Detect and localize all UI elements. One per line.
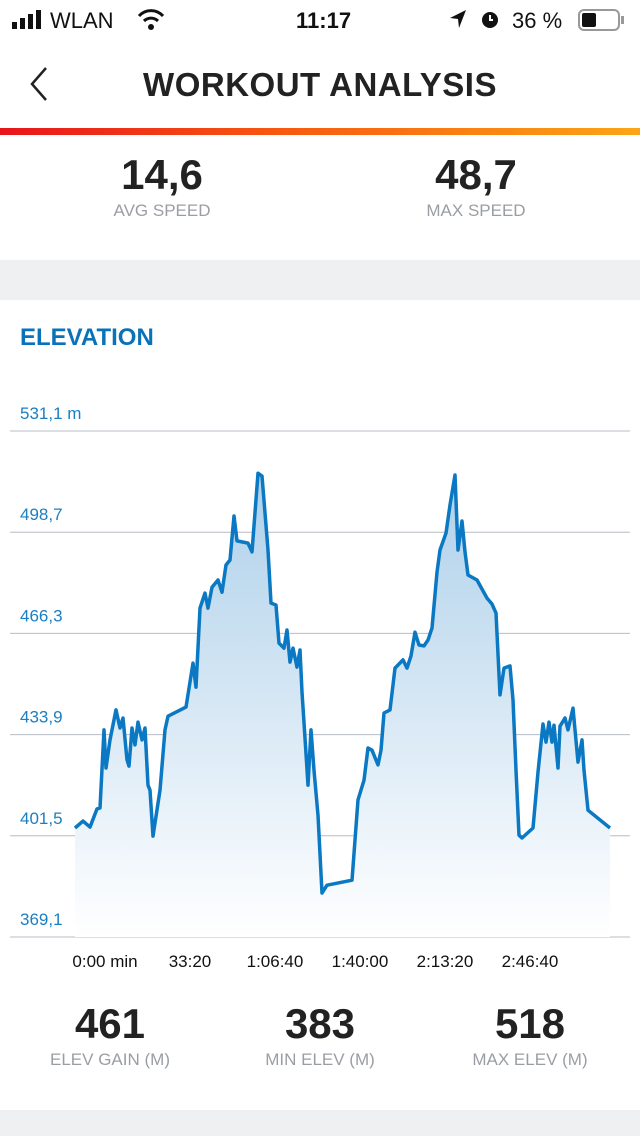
x-tick-label: 1:06:40 bbox=[247, 952, 304, 971]
elevation-card: ELEVATION 531,1 m 498,7 466,3 433,9 401,5 369… bbox=[0, 300, 640, 1110]
max-elev: 518 MAX ELEV (M) bbox=[430, 1000, 630, 1070]
carrier: WLAN bbox=[50, 8, 114, 33]
alarm-icon bbox=[482, 12, 498, 28]
elev-gain: 461 ELEV GAIN (M) bbox=[10, 1000, 210, 1070]
avg-speed: 14,6 AVG SPEED bbox=[42, 151, 282, 221]
y-tick-label: 433,9 bbox=[20, 708, 63, 727]
elevation-area bbox=[75, 473, 610, 937]
max-elev-value: 518 bbox=[494, 1000, 566, 1047]
min-elev-value: 383 bbox=[284, 1000, 356, 1047]
elev-gain-label: ELEV GAIN (M) bbox=[50, 1050, 170, 1069]
y-tick-label: 369,1 bbox=[20, 910, 63, 929]
min-elev-label: MIN ELEV (M) bbox=[265, 1050, 375, 1069]
battery-icon bbox=[578, 9, 624, 31]
avg-speed-value: 14,6 bbox=[121, 151, 203, 198]
elevation-line bbox=[73, 471, 612, 895]
back-button[interactable] bbox=[26, 64, 56, 104]
x-tick-label: 1:40:00 bbox=[332, 952, 389, 971]
y-tick-label: 401,5 bbox=[20, 809, 63, 828]
y-tick-label: 531,1 m bbox=[20, 404, 81, 423]
avg-speed-label: AVG SPEED bbox=[113, 201, 211, 220]
max-speed-label: MAX SPEED bbox=[426, 201, 526, 220]
header-accent-bar bbox=[0, 128, 640, 135]
header: WORKOUT ANALYSIS bbox=[0, 40, 640, 128]
page-title: WORKOUT ANALYSIS bbox=[143, 66, 497, 103]
battery-percent: 36 % bbox=[512, 8, 563, 33]
elev-gain-value: 461 bbox=[74, 1000, 146, 1047]
x-tick-label: 33:20 bbox=[169, 952, 212, 971]
signal-icon bbox=[12, 10, 41, 29]
min-elev: 383 MIN ELEV (M) bbox=[220, 1000, 420, 1070]
speed-stats: 14,6 AVG SPEED 48,7 MAX SPEED bbox=[0, 135, 640, 260]
max-elev-label: MAX ELEV (M) bbox=[472, 1050, 588, 1069]
clock: 11:17 bbox=[296, 8, 352, 33]
x-tick-label: 0:00 min bbox=[72, 952, 137, 971]
y-tick-label: 466,3 bbox=[20, 606, 63, 625]
x-tick-label: 2:46:40 bbox=[502, 952, 559, 971]
max-speed: 48,7 MAX SPEED bbox=[356, 151, 596, 221]
x-tick-label: 2:13:20 bbox=[417, 952, 474, 971]
elevation-chart: 531,1 m 498,7 466,3 433,9 401,5 369,1 0:00 min… bbox=[10, 404, 630, 971]
location-icon bbox=[450, 10, 466, 28]
status-bar: WLAN 11:17 36 % bbox=[0, 0, 640, 40]
elevation-title: ELEVATION bbox=[20, 324, 154, 351]
max-speed-value: 48,7 bbox=[435, 151, 517, 198]
wifi-icon bbox=[137, 9, 165, 30]
y-tick-label: 498,7 bbox=[20, 505, 63, 524]
